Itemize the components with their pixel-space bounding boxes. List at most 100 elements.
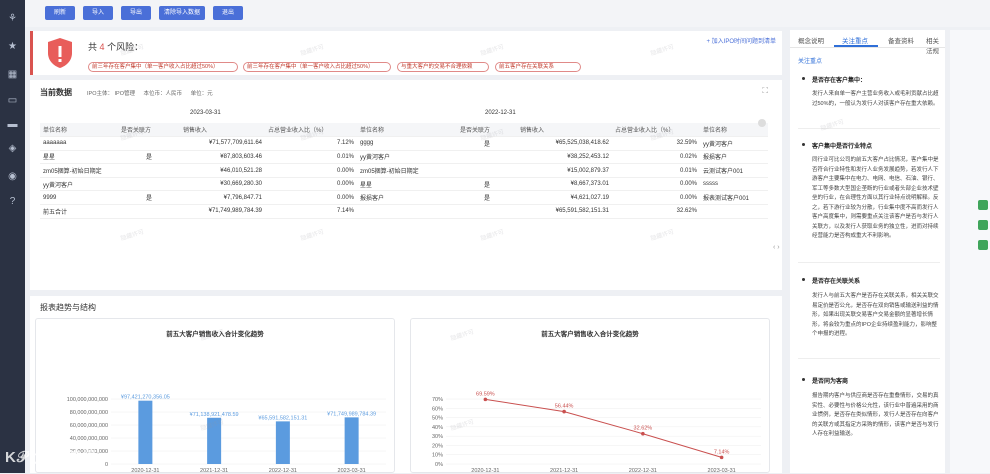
expand-icon[interactable]: ⛶: [762, 86, 768, 95]
data-label: 69.59%: [476, 391, 495, 397]
table-cell: 报表测试客户001: [700, 190, 768, 206]
table-cell: 0.00%: [265, 163, 357, 178]
table-row[interactable]: 星星是 ¥87,803,603.46 0.01% yy黄河客户 ¥38,252,453.…: [40, 150, 768, 165]
col-header: 是否关联方: [118, 123, 180, 138]
box-icon[interactable]: ◈: [8, 143, 17, 154]
export-button[interactable]: 导出: [121, 6, 151, 20]
side-tool-icon[interactable]: [978, 240, 988, 250]
table-cell: ¥46,010,521.28: [180, 163, 265, 178]
focus-subtitle: 关注重点: [798, 59, 823, 65]
side-tool-icon[interactable]: [978, 220, 988, 230]
col-header: 是否关联方: [457, 123, 517, 138]
table-cell: 0.00%: [265, 190, 357, 206]
add-to-list-link[interactable]: + 加入IPO时间问题到清单: [706, 39, 776, 45]
risk-tag[interactable]: 前五客户存在关联关系: [495, 62, 581, 72]
table-row[interactable]: aaaaaaa ¥71,577,709,611.64 7.12% gggg 是 ¥65,5…: [40, 136, 768, 151]
col-header: 销售收入: [517, 123, 612, 138]
point: [483, 397, 488, 402]
meta-currency: 本位币：人民币: [143, 91, 183, 97]
bar: [207, 417, 222, 464]
table-cell: ¥71,577,709,611.64: [180, 136, 265, 151]
refresh-button[interactable]: 刷新: [45, 6, 75, 20]
table-cell: ¥4,621,027.19: [517, 190, 612, 206]
divider: [798, 358, 940, 359]
tab-concept[interactable]: 概念说明: [798, 38, 824, 45]
line-chart-card: 前五大客户销售收入合计变化趋势 70% 60% 50% 40% 30% 20% 10% 0% 6…: [410, 318, 770, 474]
bar-chart: 100,000,000,000 80,000,000,000 60,000,000,…: [67, 395, 386, 474]
bar: [138, 400, 153, 464]
table-cell: ¥30,669,280.30: [180, 177, 265, 192]
y-tick-label: 30%: [432, 434, 443, 440]
table-cell: 报损客户: [700, 150, 768, 165]
table-cell: 0.02%: [612, 150, 700, 165]
table-cell: 是: [118, 190, 180, 206]
bullet: [802, 143, 805, 146]
tab-focus[interactable]: 关注重点: [842, 38, 868, 45]
y-tick-label: 50%: [432, 416, 443, 422]
star-icon[interactable]: ★: [8, 41, 17, 52]
current-data-panel: 当前数据 IPO主体： IPO管理 本位币：人民币 单位：元 ⛶ 2023-03…: [30, 80, 782, 290]
bullet: [802, 77, 805, 80]
screen-icon[interactable]: ▬: [7, 119, 18, 130]
table-cell: ¥38,252,453.12: [517, 150, 612, 165]
risk-tag[interactable]: 前三年存在客户集中（单一客户收入占比超过50%）: [88, 62, 238, 72]
table-cell: 0.00%: [265, 177, 357, 192]
circle-icon[interactable]: ◉: [8, 171, 17, 182]
data-label: ¥65,591,582,151.31: [258, 415, 307, 421]
tab-regulation[interactable]: 相关法规: [926, 38, 939, 55]
table-cell: [457, 150, 517, 165]
clear-import-button[interactable]: 清除导入数据: [159, 6, 205, 20]
y-tick-label: 40%: [432, 425, 443, 431]
table-cell: 7.14%: [265, 204, 357, 219]
x-tick-label: 2022-12-31: [629, 468, 657, 474]
table-cell: 0.00%: [612, 190, 700, 206]
risk-tag[interactable]: 与重大客户的交易不合理依赖: [397, 62, 489, 72]
bullet: [802, 378, 805, 381]
section-text: 发行人来自单一客户主营业务收入或毛利贡献占比超过50%的，一般认为发行人对该客户…: [812, 91, 939, 107]
divider: [798, 128, 940, 129]
divider: [798, 262, 940, 263]
data-label: 56.44%: [555, 404, 574, 410]
y-tick-label: 20,000,000,000: [70, 449, 108, 455]
risk-tag[interactable]: 前三年存在客户集中（单一客户收入占比超过50%）: [243, 62, 391, 72]
current-data-title: 当前数据: [40, 88, 72, 97]
table-cell: ¥8,667,373.01: [517, 177, 612, 192]
exit-button[interactable]: 退出: [213, 6, 243, 20]
bar: [275, 421, 290, 464]
section-text: 报告期内客户与供应商是否存在重叠情形，交易的真实性、必要性与价格公允性，该行业中…: [812, 393, 939, 437]
tab-reference[interactable]: 备查资料: [888, 38, 914, 45]
risk-panel: 共 4 个风险： + 加入IPO时间问题到清单 前三年存在客户集中（单一客户收入…: [30, 31, 782, 75]
table-cell: 云测试客户001: [700, 163, 768, 178]
section-heading: 是否同为客商: [812, 379, 849, 385]
data-label: 32.62%: [634, 426, 653, 432]
data-label: ¥71,138,921,478.59: [190, 412, 239, 418]
series-line: [485, 398, 722, 458]
table-cell: zm05捆算-初始日期定: [40, 163, 118, 178]
bar-chart-card: 前五大客户销售收入合计变化趋势 100,000,000,000 80,000,00…: [35, 318, 395, 474]
table-row[interactable]: 前五合计 ¥71,749,989,784.39 7.14% ¥65,591,582,1…: [40, 204, 768, 219]
collapse-arrows-icon[interactable]: ‹ ›: [773, 244, 780, 251]
table-header-row: 单位名称 是否关联方 销售收入 占总营业收入比（%） 单位名称 是否关联方 销售…: [40, 123, 768, 138]
settings-icon[interactable]: [758, 119, 766, 127]
table-cell: 报损客户: [357, 190, 457, 206]
table-row[interactable]: zm05捆算-初始日期定 ¥46,010,521.28 0.00% zm05捆算-初始…: [40, 163, 768, 178]
table-row[interactable]: yy黄河客户 ¥30,669,280.30 0.00% 星星是 ¥8,667,373.0…: [40, 177, 768, 192]
bar: [344, 417, 359, 464]
risk-title: 共 4 个风险：: [88, 40, 143, 53]
period-header: 2023-03-31: [190, 110, 221, 116]
org-icon[interactable]: ⚘: [8, 13, 17, 24]
help-icon[interactable]: ?: [9, 196, 16, 207]
table-cell: [457, 163, 517, 178]
side-tool-icon[interactable]: [978, 200, 988, 210]
table-cell: ¥65,525,038,418.62: [517, 136, 612, 151]
table-cell: aaaaaaa: [40, 136, 118, 151]
monitor-icon[interactable]: ▭: [7, 95, 18, 106]
x-tick-label: 2023-03-31: [708, 468, 736, 474]
table-row[interactable]: 9999 是 ¥7,796,847.71 0.00% 报损客户是 ¥4,621,027.1…: [40, 190, 768, 206]
trend-title: 报表趋势与结构: [40, 303, 96, 312]
grid-icon[interactable]: ▦: [7, 69, 18, 80]
table-cell: 是: [457, 190, 517, 206]
import-button[interactable]: 导入: [83, 6, 113, 20]
sidebar: ⚘ ★ ▦ ▭ ▬ ◈ ◉ ?: [0, 0, 25, 473]
table-cell: [118, 136, 180, 151]
